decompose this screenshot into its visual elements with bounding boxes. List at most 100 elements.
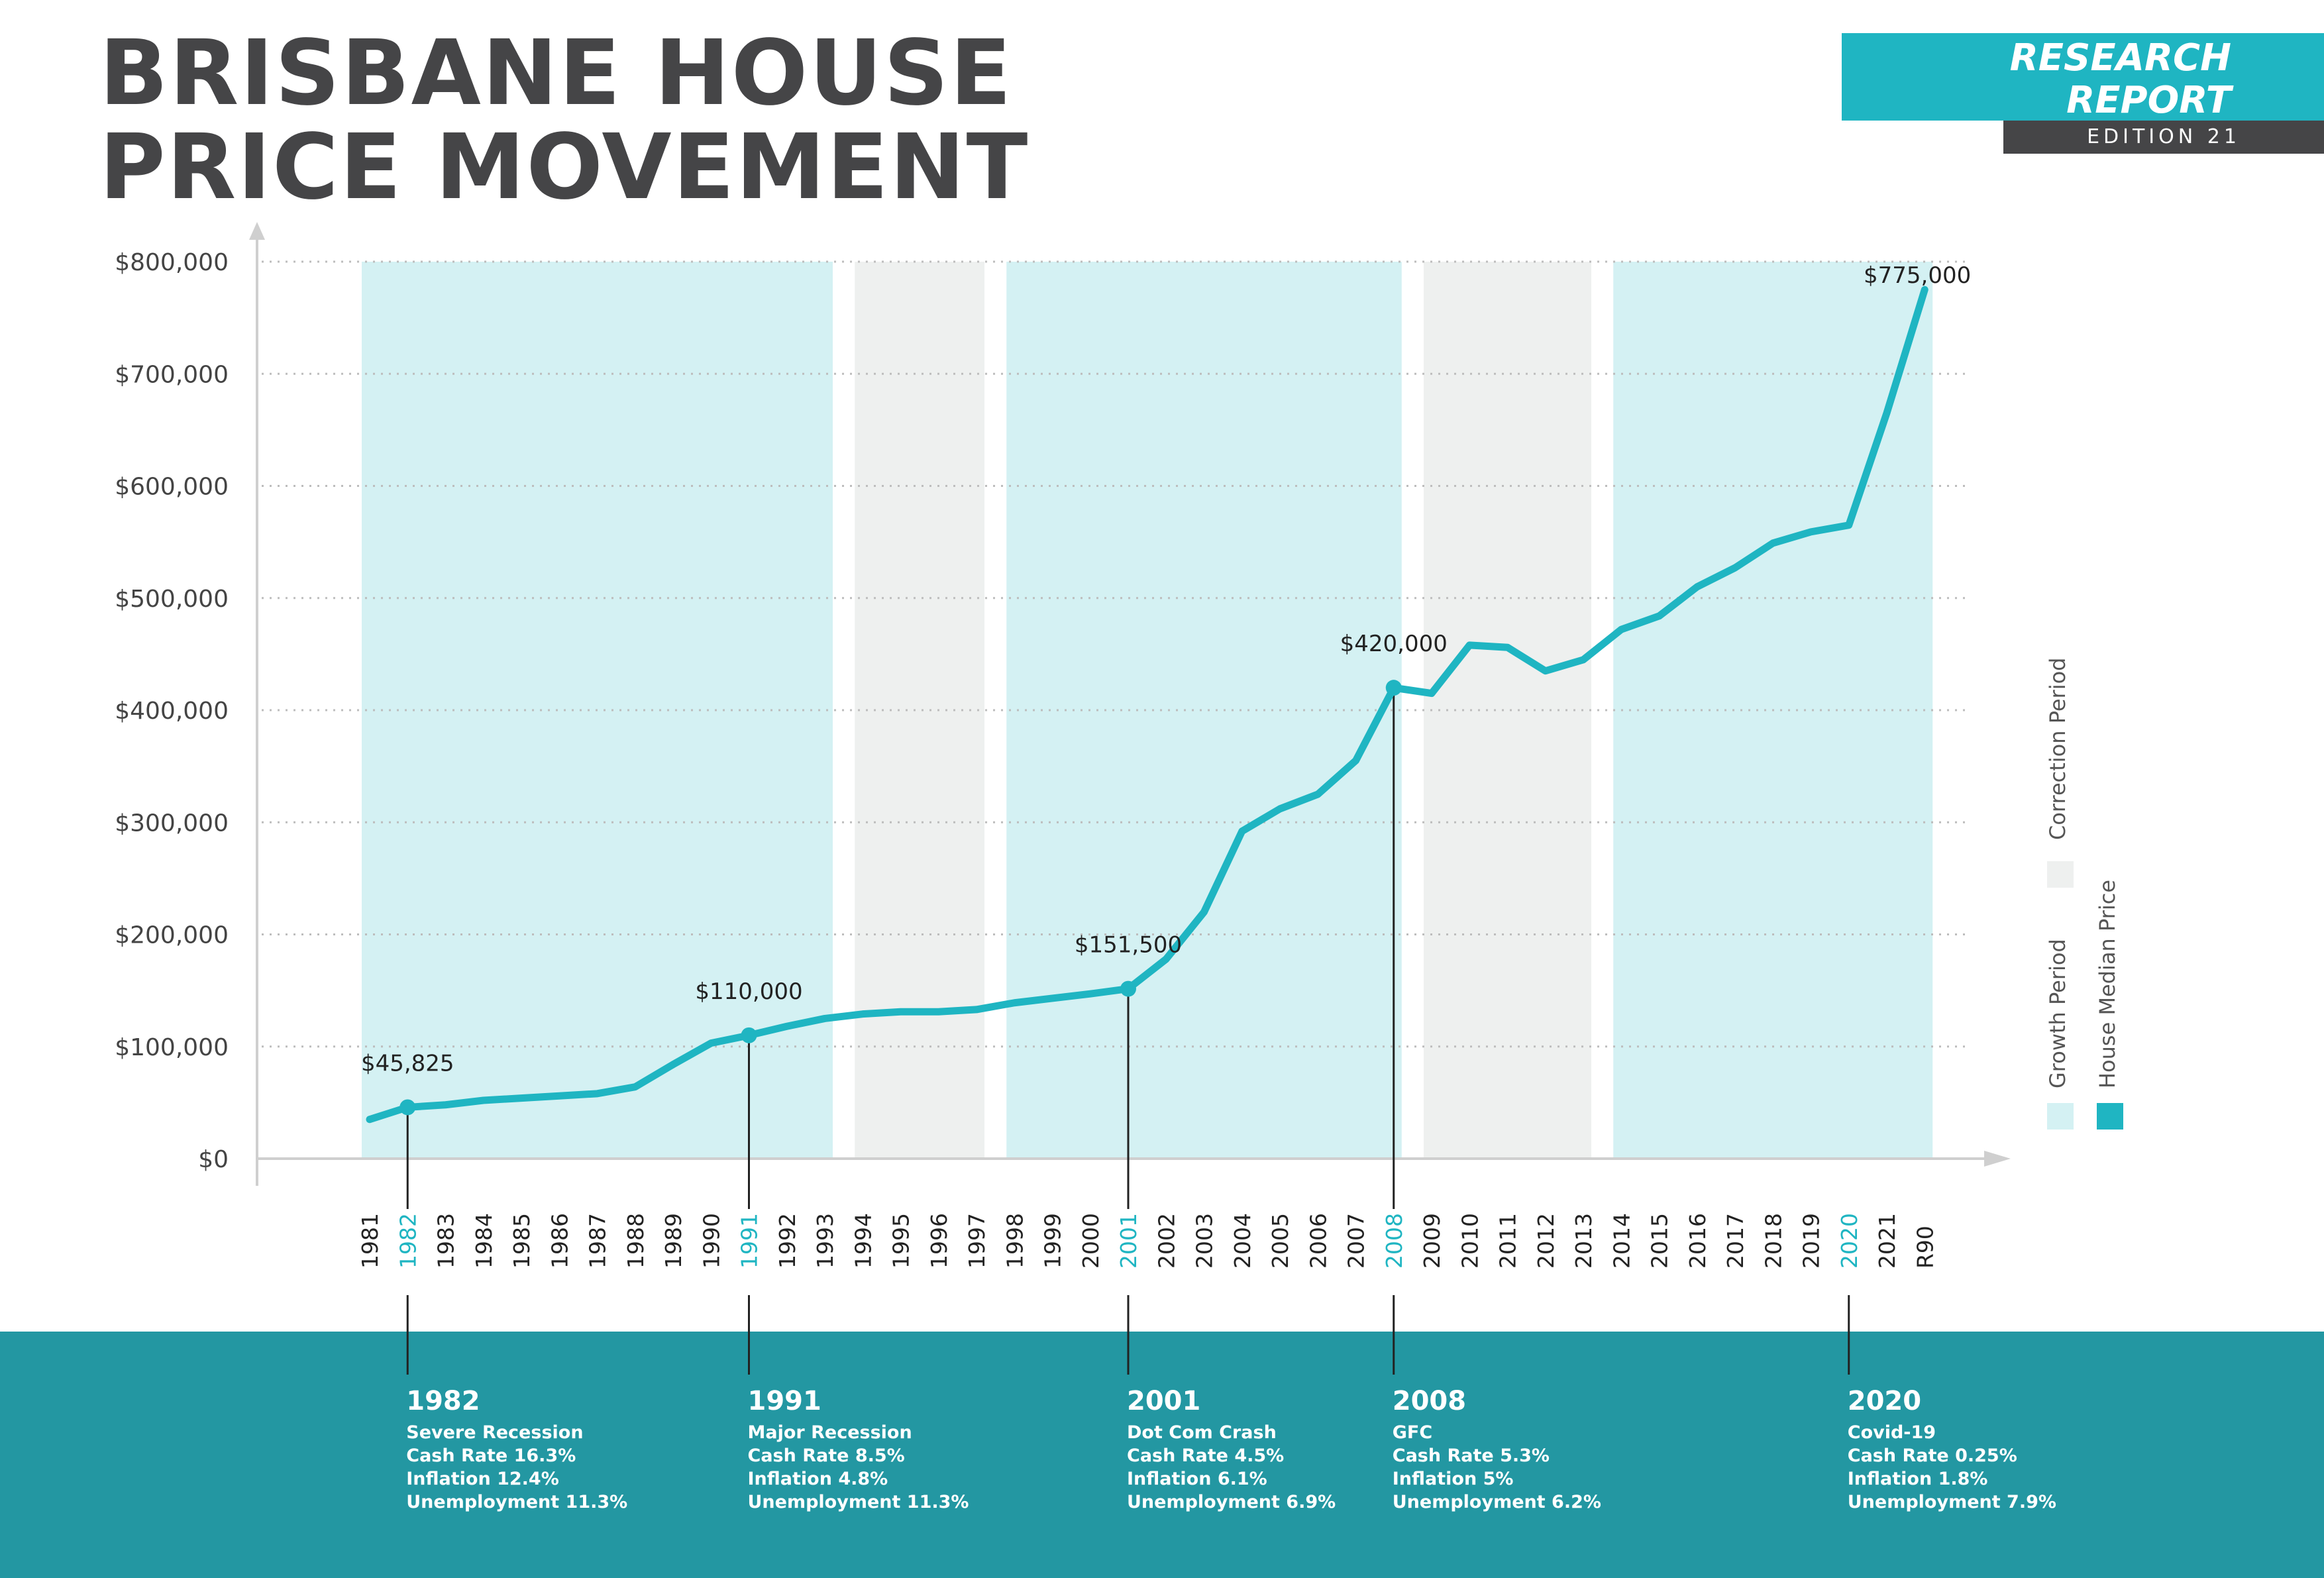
report-title: RESEARCH REPORT	[2009, 36, 2231, 122]
legend-label-correction: Correction Period	[2045, 657, 2070, 841]
x-tick-label: 1992	[774, 1213, 800, 1269]
data-point	[366, 1116, 373, 1123]
data-point	[518, 1094, 525, 1102]
x-tick-label: 2019	[1799, 1213, 1824, 1269]
x-tick-label: 2011	[1495, 1213, 1521, 1269]
data-label: $775,000	[1864, 262, 1971, 289]
data-point	[1277, 805, 1283, 812]
x-tick-label: 2000	[1078, 1213, 1104, 1269]
x-tick-label: 2001	[1116, 1213, 1141, 1269]
data-point	[1314, 790, 1322, 798]
data-point	[1428, 690, 1435, 697]
x-tick-label: 1997	[964, 1213, 990, 1269]
series-line-house-median-price	[366, 286, 1928, 1124]
y-tick-label: $200,000	[115, 922, 229, 949]
event-detail: Unemployment 6.9%	[1127, 1492, 1336, 1512]
x-tick-label: R90	[1912, 1226, 1938, 1269]
x-tick-label: 2010	[1457, 1213, 1483, 1269]
data-point	[480, 1096, 487, 1104]
legend-swatch-correction	[2047, 861, 2074, 888]
legend-label-median: House Median Price	[2095, 879, 2120, 1088]
data-point	[594, 1090, 601, 1097]
data-point	[1504, 644, 1511, 651]
x-tick-label: 1984	[471, 1213, 497, 1269]
x-tick-label: 1985	[509, 1213, 535, 1269]
event-detail: Inflation 5%	[1392, 1469, 1514, 1489]
edition-badge: EDITION 21	[2003, 121, 2324, 154]
x-tick-label: 1995	[888, 1213, 914, 1269]
x-axis-arrow	[1984, 1151, 2011, 1167]
highlight-marker	[741, 1027, 757, 1043]
data-point	[1769, 539, 1777, 547]
x-tick-label: 2015	[1647, 1213, 1673, 1269]
data-point	[1466, 641, 1473, 649]
event-detail: Cash Rate 16.3%	[406, 1446, 576, 1466]
x-tick-label: 2012	[1533, 1213, 1559, 1269]
data-label: $110,000	[695, 978, 802, 1005]
data-label: $420,000	[1340, 631, 1448, 657]
x-tick-label: 2008	[1381, 1213, 1407, 1269]
highlight-marker	[1385, 680, 1402, 696]
x-tick-label: 2007	[1344, 1213, 1369, 1269]
y-tick-label: $600,000	[115, 474, 229, 501]
event-detail: Unemployment 11.3%	[747, 1492, 969, 1512]
x-tick-label: 1998	[1002, 1213, 1028, 1269]
event-detail: Inflation 6.1%	[1127, 1469, 1267, 1489]
data-point	[859, 1010, 867, 1018]
data-point	[708, 1039, 715, 1047]
x-tick-label: 1989	[660, 1213, 686, 1269]
x-tick-label: 1999	[1040, 1213, 1066, 1269]
data-point	[1618, 626, 1625, 633]
data-point	[1845, 521, 1852, 529]
event-year: 2001	[1127, 1386, 1201, 1416]
x-tick-label: 2018	[1760, 1213, 1786, 1269]
x-tick-label: 1990	[698, 1213, 724, 1269]
y-tick-label: $400,000	[115, 698, 229, 725]
data-point	[1200, 908, 1208, 916]
data-point	[1238, 827, 1245, 835]
event-year: 1991	[747, 1386, 821, 1416]
data-point	[897, 1008, 904, 1016]
data-point	[1163, 955, 1170, 963]
data-point	[1883, 409, 1890, 417]
event-detail: Severe Recession	[406, 1422, 584, 1443]
x-tick-label: 2017	[1722, 1213, 1748, 1269]
data-point	[821, 1015, 828, 1022]
x-tick-label: 2016	[1685, 1213, 1711, 1269]
event-detail: Covid-19	[1847, 1422, 1936, 1443]
x-tick-label: 1982	[395, 1213, 421, 1269]
event-2001: 2001 Dot Com Crash Cash Rate 4.5% Inflation…	[1127, 1381, 1336, 1514]
data-point	[973, 1006, 980, 1013]
event-year: 2020	[1847, 1386, 1922, 1416]
event-detail: GFC	[1392, 1422, 1433, 1443]
highlight-marker	[1120, 980, 1136, 997]
title-line-2: PRICE MOVEMENT	[99, 115, 1030, 220]
legend-swatch-growth	[2047, 1103, 2074, 1130]
x-tick-label: 2002	[1153, 1213, 1179, 1269]
x-tick-label: 2013	[1571, 1213, 1597, 1269]
event-detail: Unemployment 11.3%	[406, 1492, 628, 1512]
x-tick-label: 1991	[737, 1213, 763, 1269]
event-detail: Dot Com Crash	[1127, 1422, 1277, 1443]
data-point	[1580, 656, 1587, 663]
y-axis-arrow	[249, 222, 265, 240]
x-tick-label: 1996	[926, 1213, 952, 1269]
event-detail: Unemployment 6.2%	[1392, 1492, 1601, 1512]
event-year: 2008	[1392, 1386, 1467, 1416]
x-tick-label: 2021	[1874, 1213, 1900, 1269]
title-line-1: BRISBANE HOUSE	[99, 21, 1013, 126]
x-tick-label: 1981	[357, 1213, 383, 1269]
x-tick-label: 2004	[1230, 1213, 1255, 1269]
x-tick-label: 1987	[585, 1213, 611, 1269]
x-tick-label: 2003	[1192, 1213, 1218, 1269]
data-label: $45,825	[361, 1050, 454, 1077]
data-point	[442, 1101, 449, 1108]
data-point	[1807, 528, 1815, 535]
event-detail: Unemployment 7.9%	[1847, 1492, 2056, 1512]
data-point	[935, 1008, 942, 1016]
y-tick-label: $500,000	[115, 586, 229, 613]
event-detail: Inflation 1.8%	[1847, 1469, 1988, 1489]
data-point	[670, 1061, 676, 1068]
x-tick-label: 2009	[1419, 1213, 1445, 1269]
